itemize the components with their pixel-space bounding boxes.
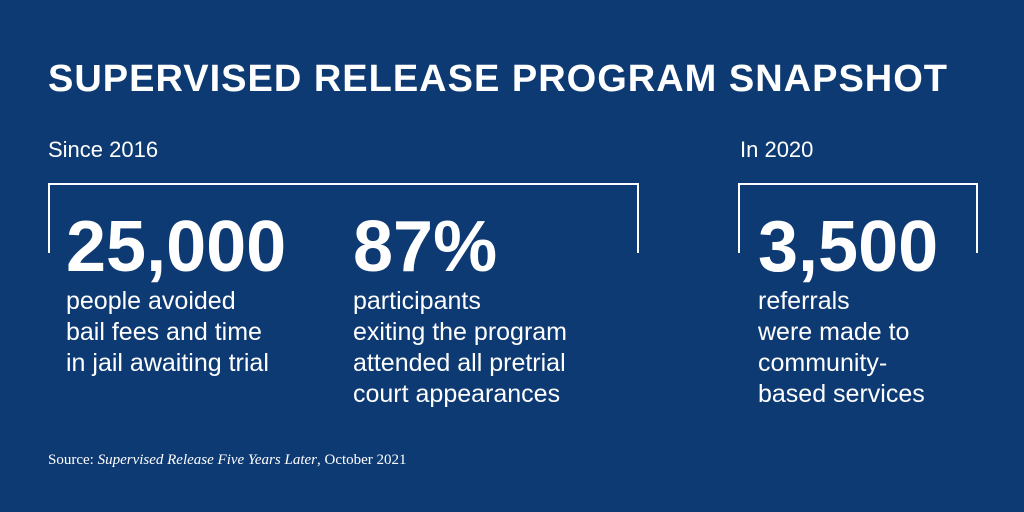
bracket-divider-since-2016 [48,183,639,253]
stat-referrals: 3,500 referrals were made to community- … [758,208,938,410]
source-suffix: , October 2021 [316,452,407,468]
source-prefix: Source: [48,452,98,468]
stat-value: 87% [353,207,498,287]
source-title: Supervised Release Five Years Later [97,452,317,468]
stat-court-appearance-rate: 87% participants exiting the program att… [353,208,567,410]
stat-description: referrals were made to community- based … [758,287,925,408]
stat-description: participants exiting the program attende… [353,287,568,408]
source-citation: Source: Supervised Release Five Years La… [48,450,407,470]
stat-description: people avoided bail fees and time in jai… [66,287,269,377]
stat-people-avoided-bail: 25,000 people avoided bail fees and time… [66,208,286,379]
bracket-divider-in-2020 [738,183,978,253]
stat-value: 25,000 [66,207,287,287]
section-label-since-2016: Since 2016 [48,137,159,162]
stat-value: 3,500 [758,207,939,287]
section-label-in-2020: In 2020 [740,137,814,162]
page-title: SUPERVISED RELEASE PROGRAM SNAPSHOT [48,58,949,100]
